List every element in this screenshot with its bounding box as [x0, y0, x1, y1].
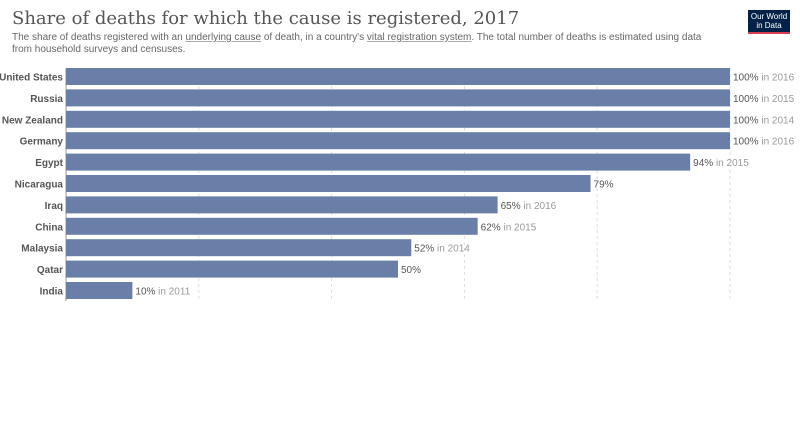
- bar[interactable]: [66, 196, 498, 214]
- value-year: in 2011: [155, 287, 190, 298]
- value-percent: 100%: [733, 94, 759, 105]
- category-label: Nicaragua: [15, 180, 64, 191]
- value-percent: 100%: [733, 115, 759, 126]
- chart-title: Share of deaths for which the cause is r…: [12, 8, 520, 29]
- value-percent: 50%: [401, 265, 421, 276]
- logo-line-1: Our World: [750, 12, 788, 21]
- value-label: 100% in 2014: [733, 115, 795, 126]
- bars: United States 100% in 2016 Russia 100% in 2…: [0, 68, 795, 299]
- category-label: India: [40, 287, 64, 298]
- value-year: in 2015: [759, 94, 795, 105]
- value-year: in 2016: [759, 73, 795, 84]
- bar[interactable]: [66, 132, 730, 150]
- owid-logo[interactable]: Our World in Data: [748, 10, 790, 34]
- bar[interactable]: [66, 282, 133, 299]
- value-percent: 100%: [733, 73, 759, 84]
- category-label: Qatar: [37, 265, 63, 276]
- value-year: in 2015: [713, 158, 749, 169]
- bar[interactable]: [66, 110, 730, 128]
- bar[interactable]: [66, 217, 478, 235]
- value-label: 100% in 2015: [733, 94, 795, 105]
- value-percent: 100%: [733, 137, 759, 148]
- category-label: Egypt: [35, 158, 63, 169]
- bar[interactable]: [66, 89, 730, 107]
- bar[interactable]: [66, 175, 591, 192]
- value-percent: 10%: [135, 287, 155, 298]
- value-percent: 52%: [414, 244, 434, 255]
- value-percent: 79%: [594, 180, 614, 191]
- value-label: 52% in 2014: [414, 244, 470, 255]
- value-year: in 2014: [434, 244, 470, 255]
- value-percent: 65%: [501, 201, 521, 212]
- value-label: 94% in 2015: [693, 158, 749, 169]
- bar[interactable]: [66, 153, 691, 171]
- value-label: 100% in 2016: [733, 137, 795, 148]
- value-percent: 94%: [693, 158, 713, 169]
- category-label: Germany: [20, 137, 64, 148]
- underlying-cause-link[interactable]: underlying cause: [185, 32, 262, 43]
- category-label: Malaysia: [21, 244, 63, 255]
- value-label: 65% in 2016: [501, 201, 557, 212]
- category-label: Iraq: [45, 201, 63, 212]
- bar[interactable]: [66, 260, 398, 278]
- value-label: 10% in 2011: [135, 287, 190, 298]
- value-year: in 2015: [501, 222, 537, 233]
- value-year: in 2016: [759, 137, 795, 148]
- value-label: 62% in 2015: [481, 222, 537, 233]
- chart-subtitle: The share of deaths registered with an u…: [12, 32, 712, 56]
- category-label: United States: [0, 73, 63, 84]
- logo-line-2: in Data: [756, 21, 782, 30]
- value-label: 50%: [401, 265, 421, 276]
- subtitle-text-3: . The total number of deaths is estimate…: [12, 32, 702, 55]
- vital-registration-link[interactable]: vital registration system: [366, 32, 472, 43]
- bar[interactable]: [66, 239, 412, 257]
- category-label: China: [35, 222, 63, 233]
- category-label: Russia: [30, 94, 63, 105]
- bar[interactable]: [66, 68, 730, 85]
- value-year: in 2014: [759, 115, 795, 126]
- category-label: New Zealand: [2, 115, 63, 126]
- value-percent: 62%: [481, 222, 501, 233]
- value-label: 100% in 2016: [733, 73, 795, 84]
- subtitle-text-2: of death, in a country's: [261, 32, 367, 43]
- value-year: in 2016: [521, 201, 557, 212]
- value-label: 79%: [594, 180, 614, 191]
- subtitle-text-1: The share of deaths registered with an: [12, 32, 186, 43]
